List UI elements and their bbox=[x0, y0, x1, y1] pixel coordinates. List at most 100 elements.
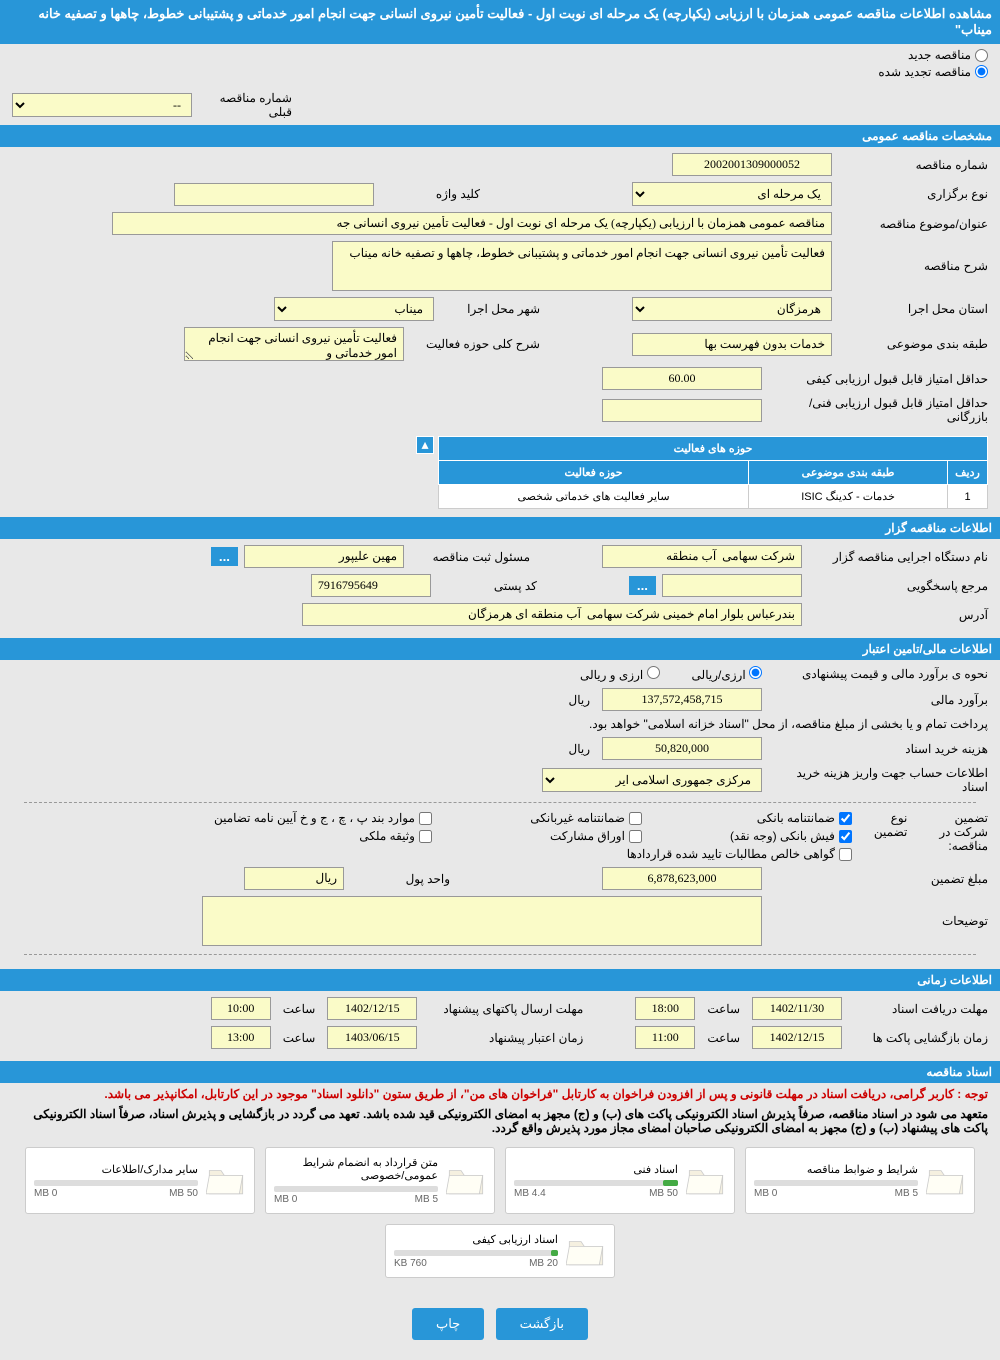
documents-note1: توجه : کاربر گرامی، دریافت اسناد در مهلت… bbox=[0, 1083, 1000, 1105]
subject-input[interactable] bbox=[112, 212, 832, 235]
category-input[interactable] bbox=[632, 333, 832, 356]
radio-currency2[interactable] bbox=[647, 666, 660, 679]
folder-icon bbox=[206, 1163, 246, 1198]
separator-1 bbox=[24, 802, 976, 803]
time-label-4: ساعت bbox=[277, 1031, 322, 1045]
desc-textarea[interactable]: فعالیت تأمین نیروی انسانی جهت انجام امور… bbox=[332, 241, 832, 291]
account-select[interactable]: مرکزی جمهوری اسلامی ایر bbox=[542, 768, 762, 792]
doc-box[interactable]: شرایط و ضوابط مناقصه5 MB0 MB bbox=[745, 1147, 975, 1214]
currency-unit-input[interactable] bbox=[244, 867, 344, 890]
doc-size: 5 MB0 MB bbox=[754, 1188, 918, 1199]
min-quality-input[interactable] bbox=[602, 367, 762, 390]
section-general: مشخصات مناقصه عمومی bbox=[0, 125, 1000, 147]
doc-info: اسناد ارزیابی کیفی20 MB760 KB bbox=[394, 1233, 558, 1269]
back-button[interactable]: بازگشت bbox=[496, 1308, 588, 1340]
doc-box[interactable]: متن قرارداد به انضمام شرایط عمومی/خصوصی5… bbox=[265, 1147, 495, 1214]
doc-progress-bar bbox=[394, 1250, 558, 1256]
open-time[interactable] bbox=[635, 1026, 695, 1049]
responder-input[interactable] bbox=[662, 574, 802, 597]
chk-bank-label: ضمانتنامه بانکی bbox=[757, 811, 835, 825]
folder-icon bbox=[446, 1163, 486, 1198]
collapse-toggle[interactable]: ▴ bbox=[416, 436, 434, 454]
doc-deadline-time[interactable] bbox=[635, 997, 695, 1020]
doc-size: 5 MB0 MB bbox=[274, 1194, 438, 1205]
estimate-method-label: نحوه ی برآورد مالی و قیمت پیشنهادی bbox=[768, 667, 988, 681]
scope-textarea[interactable]: فعالیت تأمین نیروی انسانی جهت انجام امور… bbox=[184, 327, 404, 361]
submit-deadline-date[interactable] bbox=[327, 997, 417, 1020]
postal-input[interactable] bbox=[311, 574, 431, 597]
radio-new-label: مناقصه جدید bbox=[908, 48, 971, 62]
doc-info: شرایط و ضوابط مناقصه5 MB0 MB bbox=[754, 1163, 918, 1199]
chk-bond-label: موارد بند پ ، چ ، ج و خ آیین نامه تضامین bbox=[214, 811, 415, 825]
doc-size: 20 MB760 KB bbox=[394, 1258, 558, 1269]
validity-time[interactable] bbox=[211, 1026, 271, 1049]
chk-nonbank-label: ضمانتنامه غیربانکی bbox=[530, 811, 625, 825]
address-input[interactable] bbox=[302, 603, 802, 626]
doc-info: متن قرارداد به انضمام شرایط عمومی/خصوصی5… bbox=[274, 1156, 438, 1205]
doc-progress-bar bbox=[754, 1180, 918, 1186]
documents-container: شرایط و ضوابط مناقصه5 MB0 MB اسناد فنی50 … bbox=[0, 1137, 1000, 1288]
estimate-input[interactable] bbox=[602, 688, 762, 711]
chk-claims[interactable] bbox=[839, 848, 852, 861]
th-category: طبقه بندی موضوعی bbox=[749, 461, 948, 485]
section-timing: اطلاعات زمانی bbox=[0, 969, 1000, 991]
category-label: طبقه بندی موضوعی bbox=[838, 337, 988, 351]
open-label: زمان بازگشایی پاکت ها bbox=[848, 1031, 988, 1045]
postal-label: کد پستی bbox=[437, 579, 537, 593]
city-label: شهر محل اجرا bbox=[440, 302, 540, 316]
responder-more-btn[interactable]: ... bbox=[629, 576, 656, 595]
doc-progress-bar bbox=[514, 1180, 678, 1186]
radio-renewed-tender[interactable] bbox=[975, 65, 988, 78]
validity-date[interactable] bbox=[327, 1026, 417, 1049]
keyword-label: کلید واژه bbox=[380, 187, 480, 201]
chk-property[interactable] bbox=[419, 830, 432, 843]
org-label: نام دستگاه اجرایی مناقصه گزار bbox=[808, 550, 988, 564]
notes-label: توضیحات bbox=[768, 914, 988, 928]
prev-tender-label: شماره مناقصه قبلی bbox=[192, 91, 292, 119]
chk-bond[interactable] bbox=[419, 812, 432, 825]
type-select[interactable]: یک مرحله ای bbox=[632, 182, 832, 206]
doc-deadline-date[interactable] bbox=[752, 997, 842, 1020]
registrar-label: مسئول ثبت مناقصه bbox=[410, 550, 530, 564]
radio-new-tender[interactable] bbox=[975, 49, 988, 62]
action-buttons: بازگشت چاپ bbox=[0, 1288, 1000, 1360]
doc-box[interactable]: اسناد فنی50 MB4.4 MB bbox=[505, 1147, 735, 1214]
print-button[interactable]: چاپ bbox=[412, 1308, 484, 1340]
doc-size: 50 MB0 MB bbox=[34, 1188, 198, 1199]
th-scope: حوزه فعالیت bbox=[439, 461, 749, 485]
guarantee-checkboxes: ضمانتنامه بانکی ضمانتنامه غیربانکی موارد… bbox=[12, 811, 862, 861]
registrar-input[interactable] bbox=[244, 545, 404, 568]
folder-icon bbox=[566, 1234, 606, 1269]
min-tech-input[interactable] bbox=[602, 399, 762, 422]
chk-cash-label: فیش بانکی (وجه نقد) bbox=[730, 829, 835, 843]
chk-shares[interactable] bbox=[629, 830, 642, 843]
radio-currency1[interactable] bbox=[749, 666, 762, 679]
chk-nonbank[interactable] bbox=[629, 812, 642, 825]
doc-info: سایر مدارک/اطلاعات50 MB0 MB bbox=[34, 1163, 198, 1199]
section-documents: اسناد مناقصه bbox=[0, 1061, 1000, 1083]
cell-rowno: 1 bbox=[948, 485, 988, 509]
org-input[interactable] bbox=[602, 545, 802, 568]
tender-no-input[interactable] bbox=[672, 153, 832, 176]
keyword-input[interactable] bbox=[174, 183, 374, 206]
province-select[interactable]: هرمزگان bbox=[632, 297, 832, 321]
doc-fee-input[interactable] bbox=[602, 737, 762, 760]
province-label: استان محل اجرا bbox=[838, 302, 988, 316]
notes-textarea[interactable] bbox=[202, 896, 762, 946]
registrar-more-btn[interactable]: ... bbox=[211, 547, 238, 566]
city-select[interactable]: میناب bbox=[274, 297, 434, 321]
chk-bank[interactable] bbox=[839, 812, 852, 825]
submit-deadline-label: مهلت ارسال پاکتهای پیشنهاد bbox=[423, 1002, 583, 1016]
page-title: مشاهده اطلاعات مناقصه عمومی همزمان با ار… bbox=[0, 0, 1000, 44]
guarantee-amt-input[interactable] bbox=[602, 867, 762, 890]
submit-deadline-time[interactable] bbox=[211, 997, 271, 1020]
doc-box[interactable]: اسناد ارزیابی کیفی20 MB760 KB bbox=[385, 1224, 615, 1278]
currency1-label: ارزی/ریالی bbox=[692, 668, 746, 682]
doc-box[interactable]: سایر مدارک/اطلاعات50 MB0 MB bbox=[25, 1147, 255, 1214]
chk-cash[interactable] bbox=[839, 830, 852, 843]
open-date[interactable] bbox=[752, 1026, 842, 1049]
doc-deadline-label: مهلت دریافت اسناد bbox=[848, 1002, 988, 1016]
prev-tender-select[interactable]: -- bbox=[12, 93, 192, 117]
type-label: نوع برگزاری bbox=[838, 187, 988, 201]
address-label: آدرس bbox=[808, 608, 988, 622]
